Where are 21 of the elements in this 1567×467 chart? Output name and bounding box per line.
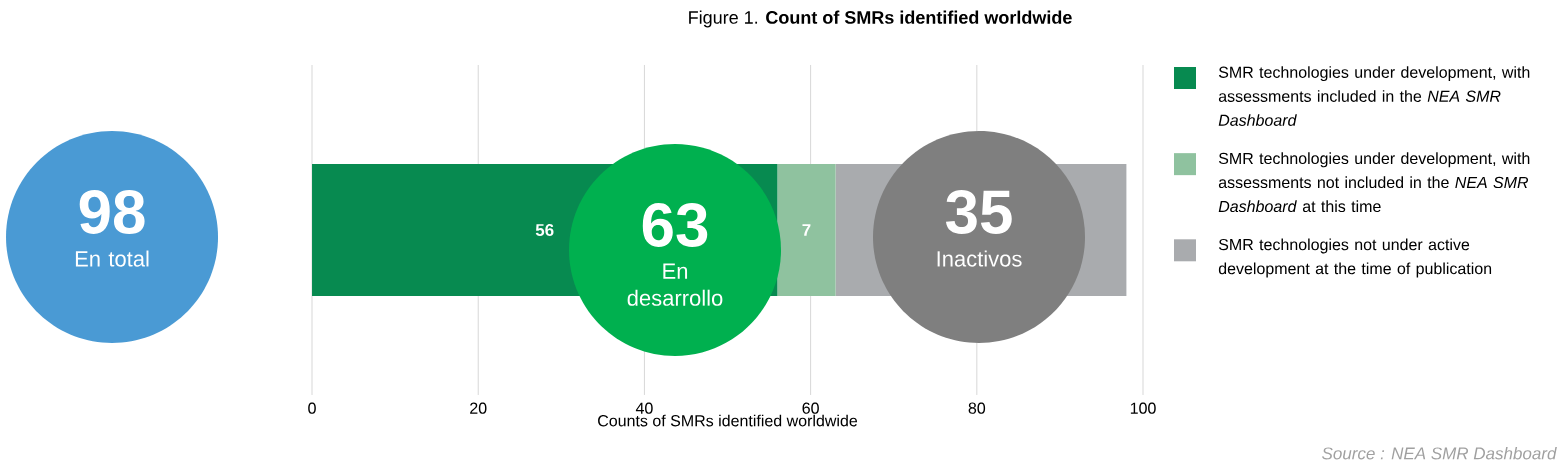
- text: En total: [75, 250, 149, 267]
- chart-title: Figure 1. Count of SMRs identified worldwide: [689, 10, 1072, 28]
- text: 98: [79, 190, 145, 234]
- text: SMR technologies under development, with assessments included in the NEA SMR Dashboard: [1218, 66, 1530, 126]
- x-tick-label: 0: [308, 402, 316, 414]
- x-axis-title: Counts of SMRs identified worldwide: [598, 414, 858, 427]
- legend-label: SMR technologies not under active development at the time of publication: [1218, 238, 1492, 278]
- data-label: 7: [802, 224, 811, 236]
- annotation: 63: [642, 202, 708, 247]
- text: SMR technologies under development, with assessments not included in the NEA SMR Dashboard at this time: [1218, 152, 1530, 213]
- annotation: 35: [945, 189, 1012, 234]
- x-tick-label: 100: [1130, 402, 1156, 414]
- source-note: Source : NEA SMR Dashboard: [1322, 446, 1557, 460]
- x-tick-label: 20: [470, 402, 487, 414]
- bar: [777, 163, 836, 296]
- x-tick-label: 60: [802, 402, 819, 414]
- annotation: Inactivos: [937, 250, 1022, 267]
- x-tick-label: 80: [968, 402, 986, 414]
- annotation: En desarrollo: [627, 263, 723, 306]
- data-label: 56: [535, 223, 554, 237]
- x-tick-label: 40: [635, 402, 653, 414]
